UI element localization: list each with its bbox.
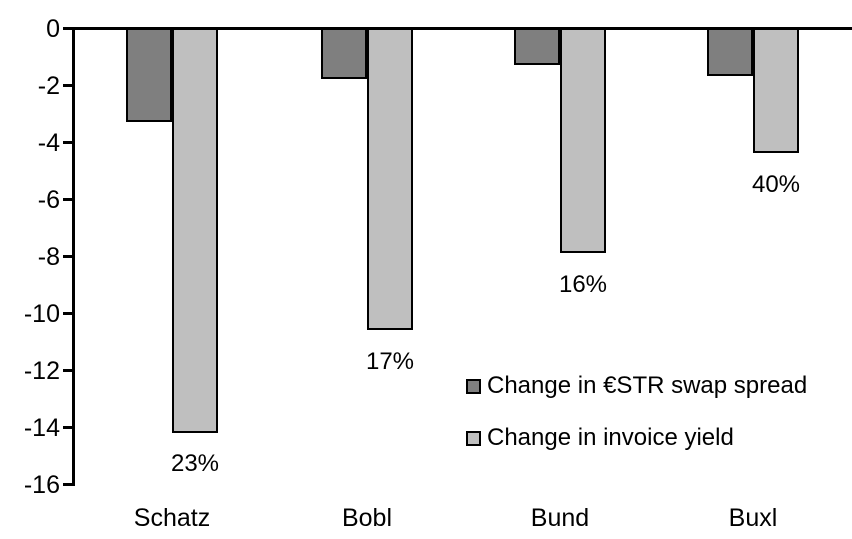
- y-axis-tick: [63, 369, 72, 372]
- y-axis-tick: [63, 255, 72, 258]
- bar-bund-estr-swap-spread: [514, 28, 560, 66]
- bar-schatz-invoice-yield: [172, 28, 218, 433]
- y-axis-tick-label: -16: [23, 470, 60, 499]
- x-axis-category-label-buxl: Buxl: [728, 504, 778, 532]
- bar-value-label-bund: 16%: [558, 270, 608, 298]
- y-axis-line: [72, 27, 75, 486]
- bar-value-label-schatz: 23%: [170, 450, 220, 478]
- y-axis-tick: [63, 426, 72, 429]
- y-axis-tick: [63, 84, 72, 87]
- legend-marker-invoice-yield: [466, 430, 481, 446]
- x-axis-category-label-schatz: Schatz: [133, 504, 211, 532]
- y-axis-tick-label: 0: [46, 14, 60, 43]
- bar-bobl-invoice-yield: [367, 28, 413, 331]
- legend-item-invoice-yield: Change in invoice yield: [466, 423, 807, 453]
- bar-bobl-estr-swap-spread: [321, 28, 367, 80]
- y-axis-tick-label: -4: [37, 128, 60, 157]
- y-axis-tick: [63, 27, 72, 30]
- bar-buxl-invoice-yield: [753, 28, 799, 154]
- bar-bund-invoice-yield: [560, 28, 606, 254]
- bar-buxl-estr-swap-spread: [707, 28, 753, 77]
- y-axis-tick: [63, 141, 72, 144]
- y-axis-tick-label: -10: [23, 299, 60, 328]
- bar-value-label-buxl: 40%: [751, 170, 801, 198]
- bar-value-label-bobl: 17%: [365, 347, 415, 375]
- legend: Change in €STR swap spread Change in inv…: [466, 371, 807, 453]
- legend-item-swap-spread: Change in €STR swap spread: [466, 371, 807, 401]
- legend-marker-swap-spread: [466, 378, 481, 394]
- y-axis-tick-label: -8: [37, 242, 60, 271]
- legend-label-invoice-yield: Change in invoice yield: [487, 424, 734, 451]
- y-axis-tick-label: -14: [23, 413, 60, 442]
- x-axis-category-label-bund: Bund: [530, 504, 590, 532]
- bar-schatz-estr-swap-spread: [126, 28, 172, 123]
- zero-baseline: [72, 27, 852, 30]
- y-axis-tick: [63, 483, 72, 486]
- y-axis-tick-label: -6: [37, 185, 60, 214]
- y-axis-tick-label: -12: [23, 356, 60, 385]
- legend-label-swap-spread: Change in €STR swap spread: [487, 372, 808, 399]
- y-axis-tick: [63, 198, 72, 201]
- y-axis-tick-label: -2: [37, 71, 60, 100]
- x-axis-category-label-bobl: Bobl: [341, 504, 393, 532]
- y-axis-tick: [63, 312, 72, 315]
